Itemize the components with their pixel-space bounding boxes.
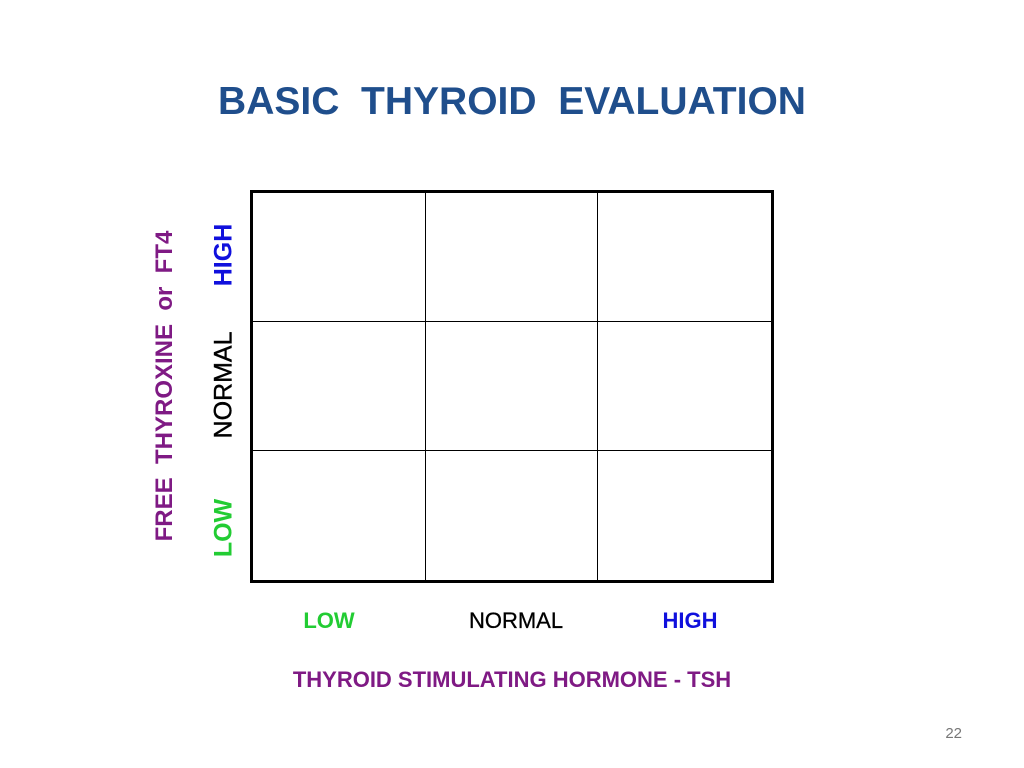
evaluation-grid [250,190,774,583]
y-level-low: LOW [209,498,238,558]
grid-cell [253,451,426,580]
y-axis-title: FREE THYROXINE or FT4 [151,230,178,542]
grid-cell [253,193,426,322]
grid-cell [598,451,771,580]
y-level-normal: NORMAL [209,331,238,439]
grid-cell [253,322,426,451]
x-level-low: LOW [303,608,355,633]
x-level-normal: NORMAL [468,608,564,633]
slide-title: BASIC THYROID EVALUATION [218,80,806,123]
page-number: 22 [945,725,962,742]
grid-cell [598,193,771,322]
x-axis-title: THYROID STIMULATING HORMONE - TSH [292,667,732,692]
grid-cell [598,322,771,451]
y-level-high: HIGH [209,223,238,287]
x-level-high: HIGH [662,608,718,633]
grid-cell [425,322,599,451]
grid-cell [425,193,599,322]
grid-cell [426,451,599,580]
